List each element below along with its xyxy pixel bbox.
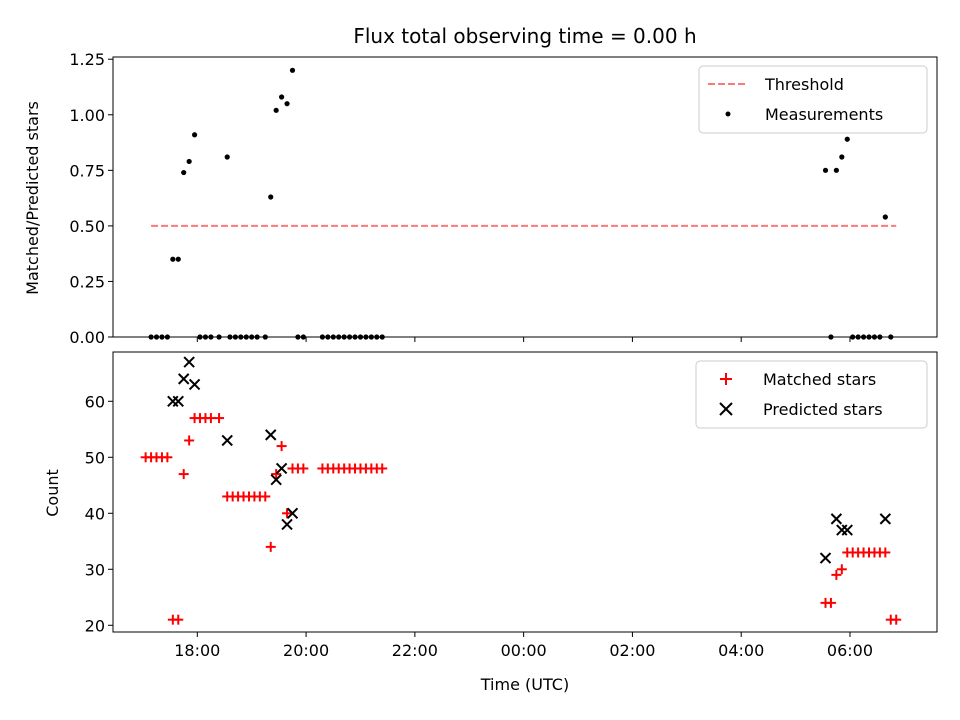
matched-star-point [891,614,902,625]
x-tick-label: 20:00 [283,641,329,660]
legend-measurements-swatch [725,111,731,117]
predicted-star-point [270,473,282,486]
y-tick-label: 1.25 [69,50,105,69]
predicted-star-point [221,434,233,447]
measurement-point [186,158,192,165]
predicted-star-point [286,507,299,519]
predicted-star-point [281,518,293,531]
measurement-point [170,256,176,262]
x-tick-label: 02:00 [609,641,655,660]
y-tick-label: 60 [85,392,105,411]
measurement-point [279,94,285,100]
predicted-star-point [172,395,184,407]
top-plot-frame [112,56,938,338]
matched-star-point [825,597,836,608]
matched-star-point [173,614,184,625]
y-tick-label: 40 [85,504,105,523]
predicted-star-point [879,513,892,525]
y-tick-label: 1.00 [69,106,105,125]
y-tick-label: 30 [85,560,105,579]
top-legend-box [698,65,928,134]
matched-star-point [298,463,309,474]
legend-threshold-label: Threshold [764,75,844,94]
top-chart-title: Flux total observing time = 0.00 h [353,24,696,48]
measurement-point [844,136,850,142]
measurement-point [224,154,230,160]
top-panel: Flux total observing time = 0.00 h Match… [23,24,938,347]
y-tick-label: 20 [85,616,105,635]
matched-star-point [162,452,173,463]
y-tick-label: 0.75 [69,161,105,180]
y-tick-label: 0.50 [69,217,105,236]
measurement-point [191,132,198,138]
legend-matched-swatch [720,373,732,385]
top-legend: Threshold Measurements [698,65,928,134]
matched-star-point [880,547,891,558]
bottom-panel: Count Time (UTC) 20 30 40 50 60 18:00 20:00 22:… [43,351,938,694]
measurement-point [175,256,181,262]
predicted-star-point [183,356,195,368]
predicted-star-point [275,462,288,475]
bottom-legend: Matched stars Predicted stars [695,360,928,429]
y-tick-label: 50 [85,448,105,467]
legend-measurements-label: Measurements [765,105,883,124]
legend-predicted-swatch [719,402,733,416]
predicted-star-point [167,395,179,407]
legend-predicted-label: Predicted stars [763,400,883,419]
x-tick-label: 00:00 [501,641,547,660]
measurement-point [839,154,845,160]
predicted-star-point [177,373,190,385]
measurement-point [268,194,274,200]
predicted-star-point [819,552,832,564]
predicted-star-point [265,429,277,441]
matched-star-point [282,508,293,519]
matched-star-point [178,469,189,480]
measurement-point [822,167,829,173]
x-tick-label: 04:00 [718,641,764,660]
bottom-plot-frame [112,351,938,633]
matched-star-point [836,564,847,575]
matched-star-point [271,469,282,480]
measurement-point [181,169,187,176]
predicted-star-point [188,378,201,391]
y-tick-label: 0.25 [69,272,105,291]
measurement-point [284,101,290,107]
x-tick-label: 22:00 [392,641,438,660]
y-tick-label: 0.00 [69,328,105,347]
matched-star-point [260,491,271,502]
x-axis-label: Time (UTC) [480,675,569,694]
predicted-star-point [841,524,853,536]
matched-star-point [214,413,225,424]
matched-star-point [184,435,195,446]
matched-star-point [831,569,842,580]
predicted-star-point [830,513,843,525]
bottom-y-axis-label: Count [43,469,62,517]
measurement-point [289,67,296,73]
matched-star-point [276,441,287,452]
bottom-legend-box [695,360,928,429]
legend-matched-label: Matched stars [763,370,876,389]
x-tick-label: 18:00 [174,641,220,660]
predicted-star-point [836,524,848,536]
top-y-axis-label: Matched/Predicted stars [23,101,42,295]
measurement-point [833,167,839,173]
x-tick-label: 06:00 [827,641,873,660]
matched-star-point [265,541,276,552]
matched-star-point [377,463,388,474]
measurement-point [273,107,279,113]
measurement-point [882,214,888,220]
